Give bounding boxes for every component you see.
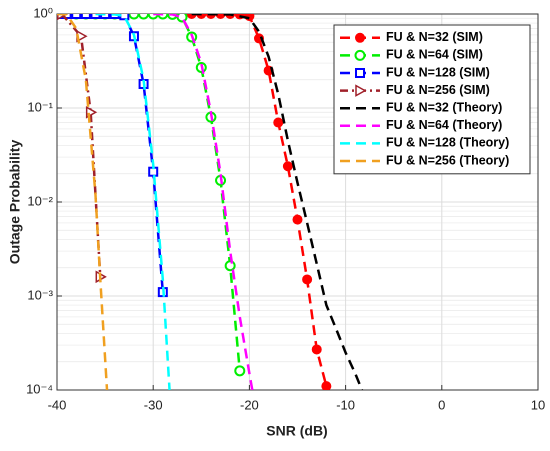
legend-label: FU & N=64 (SIM) <box>386 48 483 62</box>
legend-box <box>333 24 531 175</box>
marker <box>292 214 303 225</box>
legend: FU & N=32 (SIM) FU & N=64 (SIM) FU & N=128… <box>333 24 531 175</box>
legend-label: FU & N=128 (Theory) <box>386 136 509 150</box>
marker <box>100 14 111 19</box>
marker <box>80 14 91 19</box>
legend-label: FU & N=64 (Theory) <box>386 118 502 132</box>
marker <box>138 14 150 20</box>
marker <box>355 68 365 78</box>
marker <box>355 84 367 97</box>
series-line <box>182 14 328 387</box>
marker <box>273 117 284 128</box>
x-tick-label: -20 <box>240 397 259 412</box>
marker <box>321 381 332 390</box>
y-tick-label: 10⁻⁴ <box>26 381 53 396</box>
x-tick-label: 10 <box>531 397 545 412</box>
legend-label: FU & N=32 (SIM) <box>386 30 483 44</box>
y-tick-label: 10⁰ <box>33 5 53 20</box>
legend-label: FU & N=32 (Theory) <box>386 100 502 114</box>
y-tick-label: 10⁻² <box>27 193 53 208</box>
x-tick-label: -40 <box>48 397 67 412</box>
plot-area <box>57 14 364 390</box>
plot-frame <box>56 13 539 391</box>
series-line <box>95 14 171 390</box>
x-tick-label: 0 <box>438 397 445 412</box>
marker <box>109 14 120 19</box>
marker <box>354 49 366 61</box>
series-line <box>153 14 254 390</box>
marker <box>128 14 140 20</box>
marker <box>311 344 322 355</box>
marker <box>90 14 101 19</box>
marker <box>302 274 313 285</box>
x-axis-label: SNR (dB) <box>266 423 327 439</box>
y-tick-label: 10⁻³ <box>27 287 53 302</box>
y-tick-label: 10⁻¹ <box>27 99 53 114</box>
x-tick-label: -10 <box>336 397 355 412</box>
series-line <box>57 14 109 390</box>
marker <box>224 260 236 272</box>
legend-label: FU & N=128 (SIM) <box>386 65 490 79</box>
marker <box>282 161 293 172</box>
x-tick-label: -30 <box>144 397 163 412</box>
marker <box>234 365 246 377</box>
legend-label: FU & N=256 (Theory) <box>386 153 509 167</box>
series-line <box>191 14 364 390</box>
legend-label: FU & N=256 (SIM) <box>386 83 490 97</box>
marker <box>355 32 365 43</box>
y-axis-label: Outage Probability <box>7 140 23 265</box>
marker <box>215 14 226 19</box>
marker <box>71 14 82 19</box>
